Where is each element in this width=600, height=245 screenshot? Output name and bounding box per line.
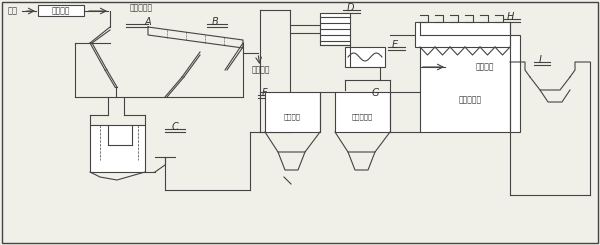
Bar <box>265 92 320 132</box>
Text: H: H <box>506 12 514 22</box>
Bar <box>38 5 84 16</box>
Bar <box>335 92 390 132</box>
Text: D: D <box>346 3 354 13</box>
Text: E: E <box>392 40 398 50</box>
Text: C: C <box>172 122 178 132</box>
Bar <box>420 35 520 132</box>
Text: G: G <box>371 88 379 98</box>
Text: F: F <box>262 88 268 98</box>
Text: 筛上物料: 筛上物料 <box>252 65 271 74</box>
Text: 煤泥水筱: 煤泥水筱 <box>284 114 301 120</box>
Bar <box>90 125 145 172</box>
Text: I: I <box>539 55 541 65</box>
Text: A: A <box>145 17 151 27</box>
Text: 中煤、矸石: 中煤、矸石 <box>130 3 153 12</box>
Text: B: B <box>212 17 218 27</box>
Bar <box>320 13 350 45</box>
Text: 粗煤泥分选: 粗煤泥分选 <box>458 96 482 105</box>
Text: 合格介质桶: 合格介质桶 <box>352 114 373 120</box>
Text: 原烟: 原烟 <box>8 7 18 15</box>
Bar <box>345 47 385 67</box>
Bar <box>415 22 510 47</box>
Text: 重介分选: 重介分选 <box>52 7 70 15</box>
Text: 矸石产品: 矸石产品 <box>476 62 494 72</box>
